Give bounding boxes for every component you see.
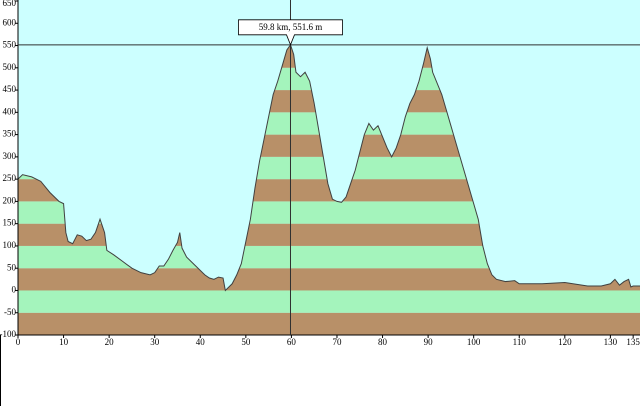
x-tick-label: 110 [513, 337, 527, 347]
x-tick-label: 80 [378, 337, 388, 347]
y-tick-label: 50 [7, 262, 17, 272]
y-tick-label: 650 [3, 0, 17, 8]
x-tick-label: 50 [241, 337, 251, 347]
y-tick-label: 500 [3, 62, 17, 72]
y-tick-label: -100 [0, 329, 16, 339]
x-tick-label: 90 [424, 337, 434, 347]
x-tick-label: 20 [105, 337, 115, 347]
cursor-label: 59.8 km, 551.6 m [259, 22, 323, 32]
y-tick-label: 150 [3, 218, 17, 228]
x-tick-label: 40 [196, 337, 206, 347]
y-tick-label: 300 [3, 151, 17, 161]
x-tick-label: 130 [604, 337, 618, 347]
x-tick-label: 70 [332, 337, 342, 347]
x-tick-label: 120 [558, 337, 572, 347]
y-tick-label: 250 [3, 173, 17, 183]
x-tick-label: 135 [626, 337, 640, 347]
x-tick-label: 60 [287, 337, 297, 347]
x-tick-label: 30 [150, 337, 160, 347]
y-tick-label: 400 [3, 106, 17, 116]
x-tick-label: 0 [16, 337, 21, 347]
y-tick-label: 550 [3, 40, 17, 50]
y-tick-label: 450 [3, 84, 17, 94]
elevation-band [18, 312, 640, 335]
elevation-band [18, 290, 640, 313]
y-tick-label: -50 [4, 307, 16, 317]
x-tick-label: 100 [467, 337, 481, 347]
elevation-line [17, 43, 640, 292]
elevation-band [18, 268, 640, 291]
y-tick-label: 100 [3, 240, 17, 250]
cursor-callout [238, 19, 343, 46]
x-tick-label: 10 [59, 337, 69, 347]
y-tick-label: 200 [3, 195, 17, 205]
y-tick-label: 600 [3, 17, 17, 27]
y-tick-label: 0 [12, 285, 17, 295]
y-tick-label: 350 [3, 129, 17, 139]
